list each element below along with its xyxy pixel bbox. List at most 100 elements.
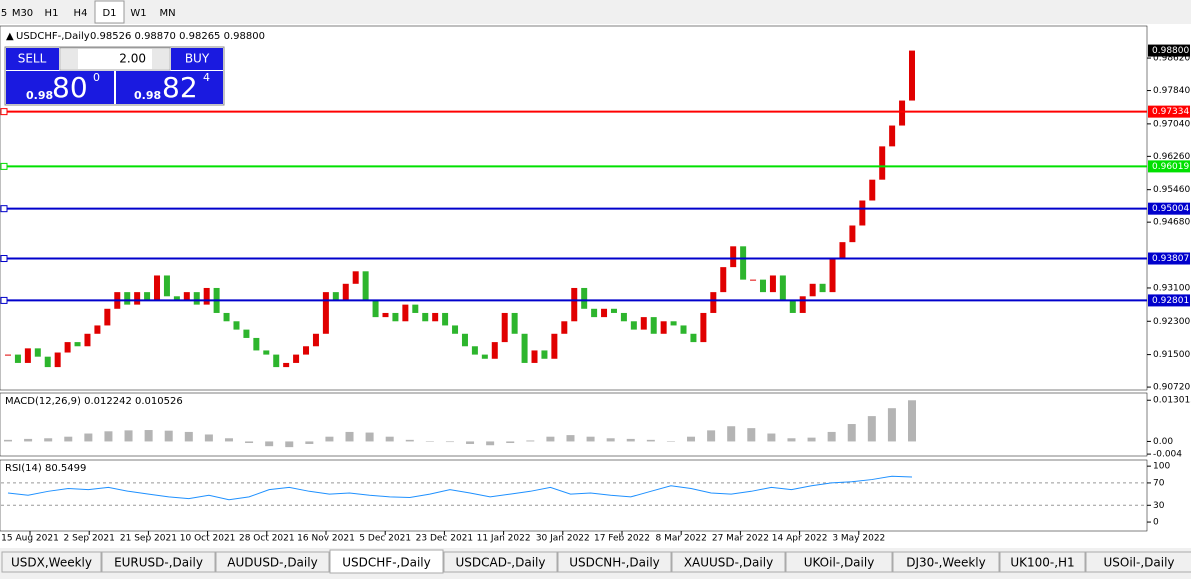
macd-bar: [405, 439, 414, 442]
candle: [601, 308, 608, 318]
candle: [303, 346, 310, 355]
tab[interactable]: [892, 551, 1000, 573]
macd-bar: [687, 436, 696, 442]
candle: [352, 271, 359, 284]
candle: [24, 348, 31, 363]
candle: [571, 287, 578, 322]
candle: [253, 337, 260, 351]
lot-down[interactable]: [61, 49, 78, 69]
macd-bar: [546, 436, 555, 442]
tab-label[interactable]: EURUSD-,Daily: [114, 556, 203, 570]
candle: [5, 354, 11, 356]
tab-label[interactable]: UKOil-,Daily: [804, 556, 875, 570]
macd-bar: [486, 441, 495, 446]
tab[interactable]: [557, 551, 672, 573]
level-label: 0.95004: [1152, 204, 1189, 214]
tab[interactable]: [101, 551, 216, 573]
timeframe-button[interactable]: W1: [130, 8, 146, 19]
lot-value[interactable]: 2.00: [119, 52, 146, 66]
macd-bar: [827, 431, 836, 442]
macd-bar: [204, 434, 213, 442]
rsi-pane: [0, 459, 1148, 532]
level-box: [1148, 252, 1190, 265]
candle: [452, 325, 459, 334]
sell-price-box[interactable]: [6, 71, 114, 104]
y-tick-label: 0.97840: [1153, 86, 1190, 96]
candle: [74, 342, 81, 347]
sell-label[interactable]: SELL: [18, 52, 47, 66]
tab-label[interactable]: DJ30-,Weekly: [906, 556, 986, 570]
timeframe-button[interactable]: M30: [12, 8, 33, 19]
macd-bar: [867, 416, 876, 442]
tab-label[interactable]: AUDUSD-,Daily: [227, 556, 317, 570]
candle: [402, 304, 409, 322]
tab[interactable]: [671, 551, 786, 573]
level-box: [1148, 202, 1190, 215]
tab-label[interactable]: UK100-,H1: [1010, 556, 1074, 570]
y-tick-label: 0.98620: [1153, 54, 1190, 64]
level-handle[interactable]: [0, 205, 8, 213]
level-handle[interactable]: [0, 296, 8, 304]
macd-bar: [807, 437, 816, 442]
tab[interactable]: [1, 551, 102, 573]
candle: [730, 246, 737, 268]
tab-label[interactable]: XAUUSD-,Daily: [684, 556, 773, 570]
level-handle[interactable]: [0, 108, 8, 116]
macd-bar: [747, 428, 756, 442]
y-tick-label: 0.96260: [1153, 152, 1190, 162]
candle: [293, 354, 300, 363]
tab[interactable]: [785, 551, 893, 573]
macd-bar: [144, 430, 153, 442]
candle: [481, 354, 488, 359]
macd-bar: [847, 424, 856, 442]
buy-label[interactable]: BUY: [185, 52, 210, 66]
tab-label[interactable]: USDCHF-,Daily: [342, 556, 430, 570]
timeframe-button[interactable]: MN: [159, 8, 175, 19]
macd-bar: [767, 433, 776, 442]
tab[interactable]: [1085, 551, 1191, 573]
tab-label[interactable]: USOil-,Daily: [1103, 556, 1174, 570]
buy-price-box[interactable]: [116, 71, 223, 104]
tab[interactable]: [999, 551, 1086, 573]
active-timeframe: [94, 0, 125, 24]
level-handle[interactable]: [0, 162, 8, 170]
macd-bar: [64, 436, 73, 442]
candle: [203, 287, 210, 305]
level-label: 0.97334: [1152, 107, 1189, 117]
y-tick-label: 0.95460: [1153, 185, 1190, 195]
macd-bar: [506, 441, 515, 444]
macd-bar: [908, 400, 916, 442]
candle: [630, 321, 637, 330]
candle: [839, 242, 846, 259]
x-tick-label: 16 Nov 2021: [297, 534, 355, 544]
level-handle[interactable]: [0, 255, 8, 263]
candle: [640, 317, 647, 330]
candle: [541, 350, 548, 359]
tab-label[interactable]: USDCAD-,Daily: [456, 556, 546, 570]
lot-input[interactable]: [59, 47, 171, 71]
collapse-arrow[interactable]: ▲: [6, 31, 14, 42]
candle: [84, 333, 91, 347]
lot-up[interactable]: [152, 49, 169, 69]
x-tick-label: 2 Sep 2021: [64, 534, 115, 544]
timeframe-button[interactable]: 5: [1, 8, 7, 19]
tab[interactable]: [443, 551, 558, 573]
level-box: [1148, 294, 1190, 307]
tab[interactable]: [215, 551, 330, 573]
macd-bar: [164, 430, 173, 442]
sell-button[interactable]: [6, 48, 59, 70]
ohlc: 0.98526 0.98870 0.98265 0.98800: [90, 31, 265, 42]
tab-label[interactable]: USDCNH-,Daily: [569, 556, 660, 570]
sell-big: 80: [52, 71, 88, 104]
timeframe-button[interactable]: H4: [74, 8, 88, 19]
candle: [94, 325, 101, 334]
tab-label[interactable]: USDX,Weekly: [11, 556, 92, 570]
candle: [382, 312, 389, 318]
buy-big: 82: [162, 71, 198, 104]
tab[interactable]: [329, 549, 444, 574]
timeframe-button[interactable]: H1: [45, 8, 59, 19]
buy-button[interactable]: [171, 48, 223, 70]
timeframe-button[interactable]: D1: [102, 8, 116, 19]
x-tick-label: 8 Mar 2022: [656, 534, 707, 544]
candle: [809, 283, 816, 297]
